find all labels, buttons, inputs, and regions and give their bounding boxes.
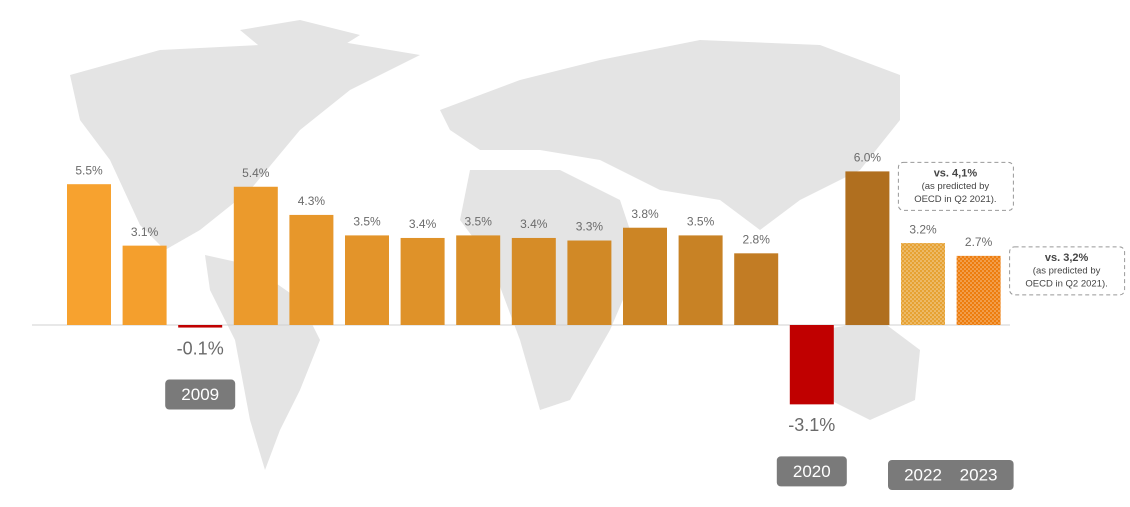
bar bbox=[734, 253, 779, 325]
year-label: 2009 bbox=[181, 385, 219, 404]
annotation-text: OECD in Q2 2021). bbox=[1025, 278, 1107, 289]
bar bbox=[678, 235, 723, 325]
bar bbox=[400, 237, 445, 325]
year-label: 2023 bbox=[960, 465, 998, 484]
bar bbox=[456, 235, 501, 325]
annotation-text: vs. 4,1% bbox=[934, 167, 978, 179]
bar bbox=[233, 186, 278, 325]
bar bbox=[789, 325, 834, 405]
value-label: 6.0% bbox=[854, 151, 882, 165]
value-label: 3.4% bbox=[520, 217, 548, 231]
bar bbox=[67, 184, 111, 325]
annotation-text: OECD in Q2 2021). bbox=[914, 194, 996, 205]
year-badge bbox=[776, 456, 847, 487]
bar bbox=[289, 214, 334, 325]
value-label: 3.2% bbox=[909, 222, 937, 236]
value-label: 2.7% bbox=[965, 235, 993, 249]
value-label: 4.3% bbox=[298, 194, 326, 208]
value-label: 3.8% bbox=[631, 207, 659, 221]
year-badge bbox=[943, 460, 1014, 490]
bar bbox=[623, 227, 667, 325]
value-label: 5.4% bbox=[242, 166, 270, 180]
value-label: 3.4% bbox=[409, 217, 437, 231]
value-label: 3.1% bbox=[131, 225, 159, 239]
year-badge bbox=[165, 379, 236, 410]
value-label: 3.5% bbox=[465, 215, 493, 229]
bar-hatch bbox=[901, 243, 945, 325]
value-label: 5.5% bbox=[75, 163, 103, 177]
annotation-text: (as predicted by bbox=[1033, 265, 1101, 276]
value-label: 3.3% bbox=[576, 220, 604, 234]
bar bbox=[122, 245, 167, 325]
bar bbox=[178, 325, 223, 328]
value-label: -0.1% bbox=[177, 338, 224, 358]
annotation-text: vs. 3,2% bbox=[1045, 252, 1089, 264]
year-label: 2022 bbox=[904, 465, 942, 484]
value-label: 3.5% bbox=[353, 215, 381, 229]
value-label: -3.1% bbox=[788, 415, 835, 435]
year-badge bbox=[888, 460, 958, 490]
value-label: 2.8% bbox=[743, 232, 771, 246]
value-label: 3.5% bbox=[687, 215, 715, 229]
year-label: 2020 bbox=[793, 462, 831, 481]
bar bbox=[511, 237, 556, 325]
annotation-text: (as predicted by bbox=[922, 181, 990, 192]
bar bbox=[845, 171, 890, 325]
annotation-box bbox=[1009, 246, 1126, 296]
bar bbox=[567, 240, 612, 325]
bar bbox=[345, 235, 389, 325]
bar-hatch bbox=[956, 255, 1001, 325]
annotation-box bbox=[897, 161, 1014, 211]
